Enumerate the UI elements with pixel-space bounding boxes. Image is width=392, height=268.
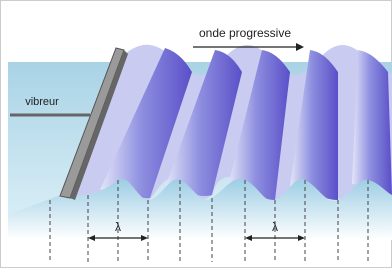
wavelength-label: λ <box>272 220 278 234</box>
vibrator-label: vibreur <box>25 96 59 108</box>
diagram: vibreur onde progressive λ λ <box>0 0 392 268</box>
wavelength-label: λ <box>115 220 121 234</box>
ridge <box>352 50 392 195</box>
wave-label: onde progressive <box>199 26 291 40</box>
